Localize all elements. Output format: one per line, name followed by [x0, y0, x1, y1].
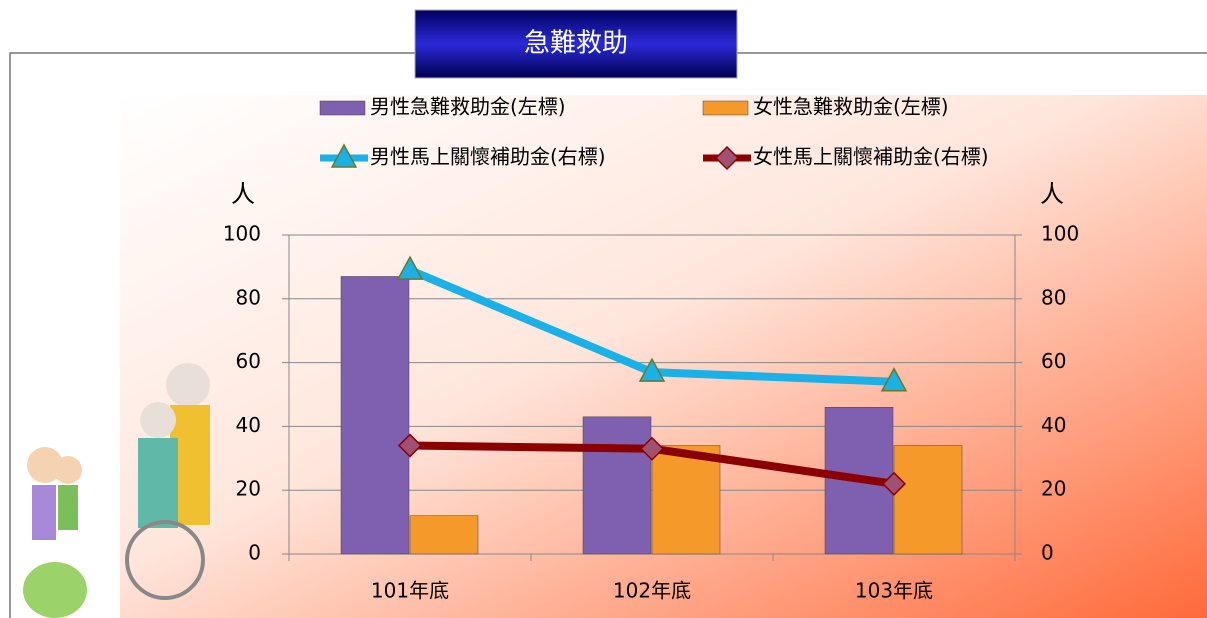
- legend-label: 女性馬上關懷補助金(右標): [753, 145, 989, 169]
- x-tick-label: 101年底: [371, 579, 449, 603]
- bar: [409, 515, 479, 555]
- y2-tick-label: 80: [1041, 285, 1066, 309]
- bar: [582, 416, 652, 555]
- legend-label: 男性急難救助金(左標): [370, 95, 566, 119]
- legend-label: 男性馬上關懷補助金(右標): [370, 145, 606, 169]
- line-marker: [397, 433, 423, 458]
- legend-swatch: [319, 100, 366, 116]
- line-marker: [639, 436, 665, 461]
- y-tick-label: 40: [236, 413, 261, 437]
- y-tick-label: 80: [236, 285, 261, 309]
- y2-axis-label: 人: [1040, 180, 1064, 208]
- title-box: [414, 9, 738, 79]
- y2-tick-label: 20: [1041, 477, 1066, 501]
- frame: [9, 52, 1207, 618]
- y2-tick-label: 60: [1041, 349, 1066, 373]
- chart-title: 急難救助: [524, 29, 628, 59]
- bar: [651, 445, 721, 555]
- legend-label: 女性急難救助金(左標): [753, 95, 949, 119]
- x-tick-label: 102年底: [613, 579, 691, 603]
- line-marker: [714, 145, 740, 171]
- bar: [893, 445, 963, 555]
- legend-swatch: [702, 100, 749, 116]
- illustration: [23, 363, 210, 618]
- y-axis-label: 人: [231, 180, 255, 208]
- x-tick-label: 103年底: [855, 579, 933, 603]
- y-tick-label: 0: [248, 541, 261, 565]
- y-tick-label: 100: [223, 222, 261, 246]
- y-tick-label: 60: [236, 349, 261, 373]
- y-tick-label: 20: [236, 477, 261, 501]
- y2-tick-label: 40: [1041, 413, 1066, 437]
- bar: [340, 276, 410, 555]
- line-marker: [396, 255, 424, 280]
- y2-tick-label: 100: [1041, 222, 1079, 246]
- y2-tick-label: 0: [1041, 541, 1054, 565]
- line-marker: [330, 143, 358, 168]
- line-marker: [638, 357, 666, 382]
- line-marker: [881, 471, 907, 496]
- line-marker: [880, 367, 908, 392]
